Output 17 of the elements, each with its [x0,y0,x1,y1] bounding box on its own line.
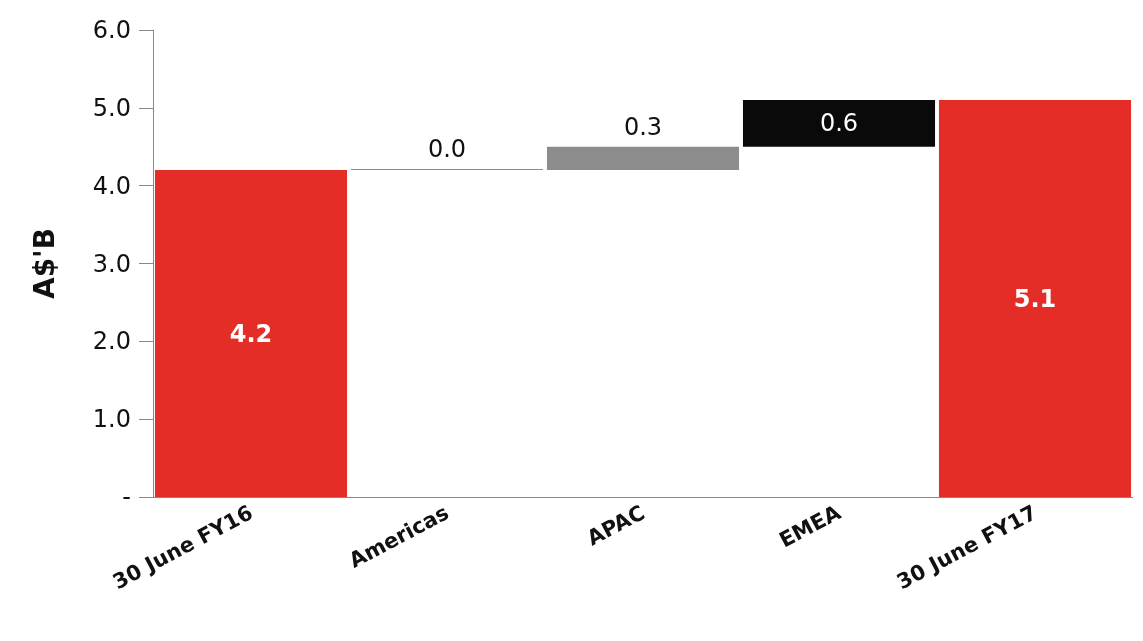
y-tick-label: 5.0 [92,93,131,122]
data-label: 0.3 [623,112,663,141]
data-label: 4.2 [229,319,273,348]
data-label: 0.6 [819,109,859,138]
data-label: 0.0 [427,135,467,164]
bar [546,146,740,171]
y-tick-label: 4.0 [92,171,131,200]
y-tick-label: 3.0 [92,249,131,278]
y-axis-title: A$'B [27,227,61,300]
data-label: 5.1 [1013,284,1057,313]
bar [742,100,936,147]
y-tick-label: - [122,483,131,511]
y-tick-label: 6.0 [92,16,131,44]
y-tick-label: 2.0 [92,327,131,356]
bar [154,170,348,497]
y-tick-label: 1.0 [92,405,131,434]
bar [938,100,1132,497]
